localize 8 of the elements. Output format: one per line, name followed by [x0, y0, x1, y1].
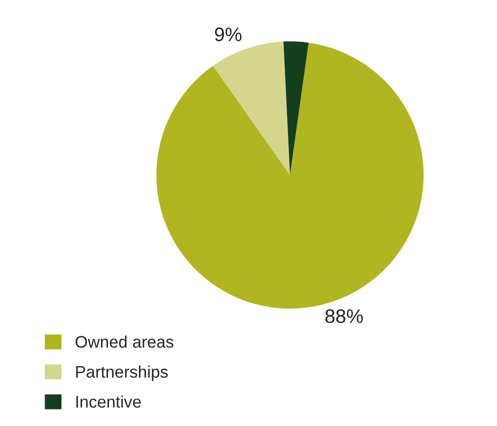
pie-slice [283, 41, 309, 175]
legend-label: Partnerships [76, 366, 168, 382]
pie-slice [212, 42, 290, 175]
data-label: 88% [325, 309, 363, 324]
pie-slice [156, 42, 424, 309]
legend-label: Owned areas [76, 336, 174, 348]
legend-label: Incentive [76, 395, 141, 408]
data-label: 9% [214, 27, 242, 42]
